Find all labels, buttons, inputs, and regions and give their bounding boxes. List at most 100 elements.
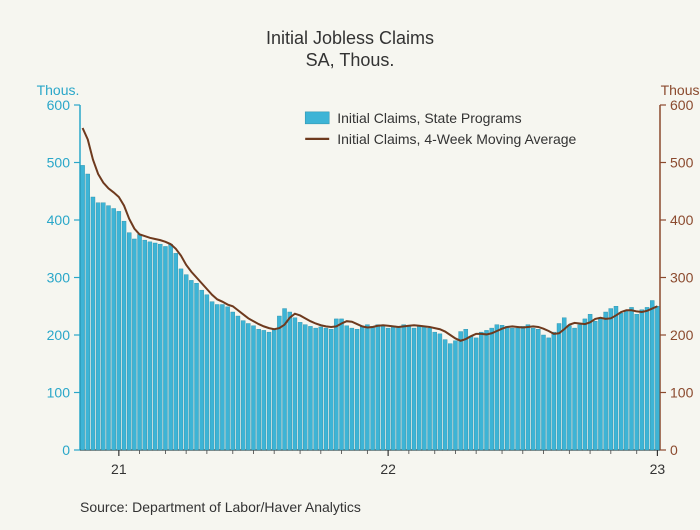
bar: [510, 328, 514, 450]
bar: [117, 211, 121, 450]
bar: [148, 242, 152, 450]
bar: [179, 269, 183, 450]
chart-title-line2: SA, Thous.: [306, 50, 395, 70]
bar: [630, 307, 634, 450]
bar: [417, 326, 421, 450]
bar: [567, 326, 571, 450]
bar: [205, 295, 209, 450]
bar: [184, 275, 188, 450]
bar: [604, 312, 608, 450]
bar: [521, 326, 525, 450]
bar: [324, 328, 328, 450]
bar: [433, 332, 437, 450]
bar: [428, 328, 432, 450]
bar: [500, 325, 504, 450]
bar: [127, 233, 131, 450]
bar: [443, 340, 447, 450]
bar: [350, 328, 354, 450]
ytick-left-label: 200: [47, 327, 71, 343]
xtick-label: 23: [650, 461, 666, 477]
ytick-right-label: 300: [670, 270, 694, 286]
bar: [562, 318, 566, 450]
bar: [231, 312, 235, 450]
bar: [81, 165, 85, 450]
bar: [96, 203, 100, 450]
bar: [485, 330, 489, 450]
bar: [101, 203, 105, 450]
ytick-right-label: 200: [670, 327, 694, 343]
ytick-right-label: 600: [670, 97, 694, 113]
bar: [272, 329, 276, 450]
bar: [303, 325, 307, 450]
bar: [122, 221, 126, 450]
bar: [490, 328, 494, 450]
bar: [189, 280, 193, 450]
bar: [91, 197, 95, 450]
bar: [345, 326, 349, 450]
bar: [391, 326, 395, 450]
bar: [645, 307, 649, 450]
bar: [283, 309, 287, 450]
bar: [624, 311, 628, 450]
bar: [132, 239, 136, 450]
bar: [169, 244, 173, 450]
bar: [226, 307, 230, 450]
bar: [106, 206, 110, 450]
bar: [650, 301, 654, 451]
bar: [298, 322, 302, 450]
bar: [619, 313, 623, 450]
bar: [598, 319, 602, 450]
bar: [138, 234, 142, 450]
bar: [448, 344, 452, 450]
bar: [381, 326, 385, 450]
bar: [215, 305, 219, 450]
bar: [200, 290, 204, 450]
bar: [531, 328, 535, 450]
bar: [355, 329, 359, 450]
chart-container: Initial Jobless ClaimsSA, Thous.Thous.Th…: [0, 0, 700, 525]
bar: [236, 316, 240, 450]
bar: [536, 329, 540, 450]
bar: [588, 314, 592, 450]
bar: [340, 319, 344, 450]
bar: [453, 341, 457, 450]
bar: [412, 328, 416, 450]
bar: [578, 325, 582, 450]
chart-title-line1: Initial Jobless Claims: [266, 28, 434, 48]
ytick-right-label: 100: [670, 385, 694, 401]
bar: [635, 314, 639, 450]
bar: [210, 302, 214, 450]
bar: [402, 325, 406, 450]
bar: [267, 332, 271, 450]
bar: [614, 306, 618, 450]
bar: [396, 327, 400, 450]
bar: [220, 305, 224, 450]
bar: [143, 240, 147, 450]
bar: [241, 321, 245, 450]
bar: [288, 312, 292, 450]
ytick-right-label: 500: [670, 155, 694, 171]
ytick-left-label: 0: [62, 442, 70, 458]
bar: [112, 209, 116, 451]
bar: [479, 332, 483, 450]
bar: [319, 327, 323, 450]
ytick-left-label: 300: [47, 270, 71, 286]
bar: [371, 326, 375, 450]
legend-label-0: Initial Claims, State Programs: [337, 110, 521, 126]
bar: [593, 321, 597, 450]
bar: [262, 330, 266, 450]
bar: [464, 329, 468, 450]
ytick-left-label: 500: [47, 155, 71, 171]
legend-label-1: Initial Claims, 4-Week Moving Average: [337, 131, 576, 147]
bar: [459, 332, 463, 450]
bar: [308, 326, 312, 450]
bar: [422, 326, 426, 450]
xtick-label: 21: [111, 461, 127, 477]
bar: [655, 306, 659, 450]
bar: [495, 325, 499, 450]
ytick-left-label: 600: [47, 97, 71, 113]
source-text: Source: Department of Labor/Haver Analyt…: [80, 499, 361, 515]
bar: [469, 336, 473, 450]
ytick-left-label: 100: [47, 385, 71, 401]
bar: [334, 319, 338, 450]
